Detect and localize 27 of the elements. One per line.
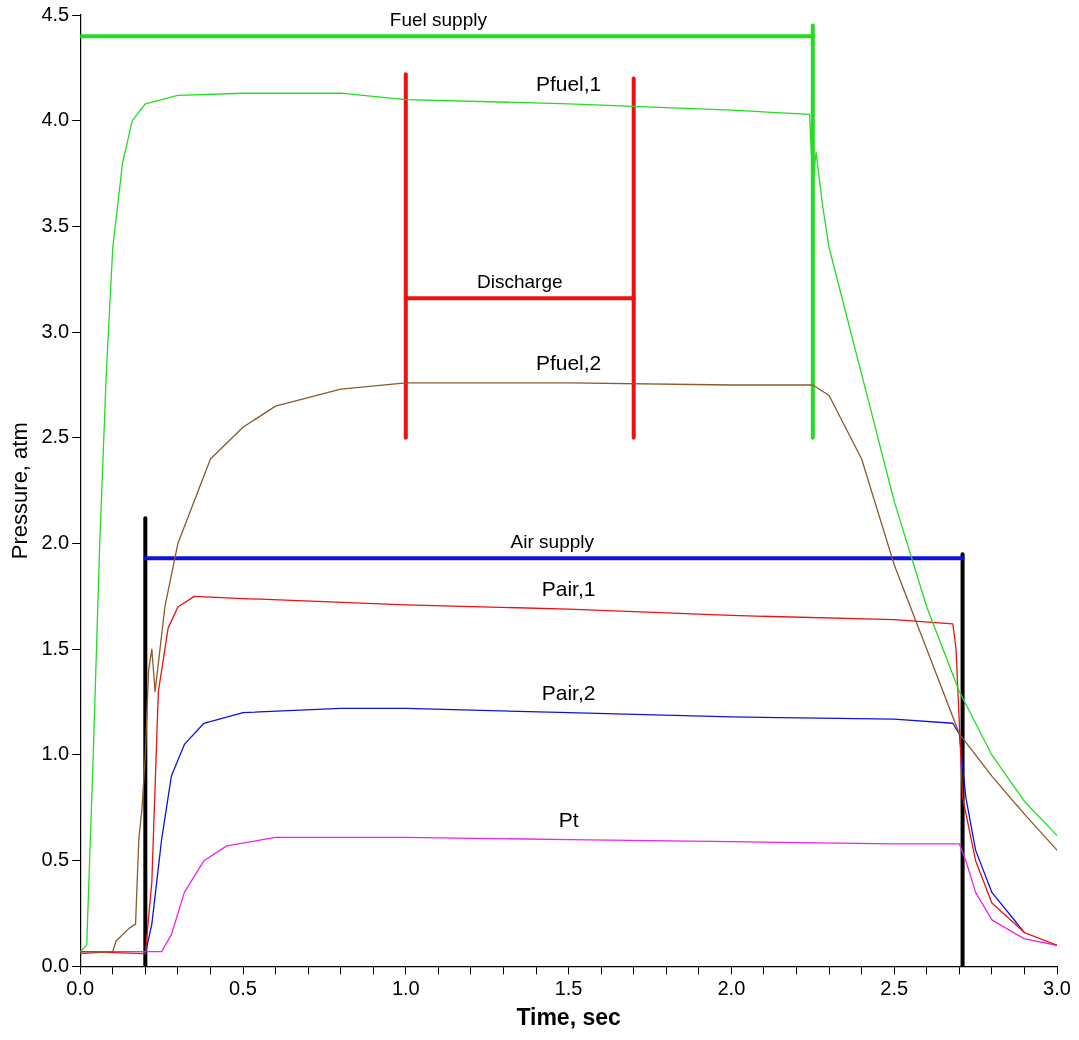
series-label: Pt: [558, 807, 579, 831]
y-tick-label: 0.5: [41, 848, 70, 871]
x-tick-label: 3.0: [1043, 976, 1071, 999]
annotation: Discharge: [476, 271, 563, 293]
series-label: Pfuel,1: [535, 72, 602, 96]
annotation: Fuel supply: [389, 8, 488, 30]
series-label: Pair,1: [541, 577, 596, 601]
annotation: Air supply: [510, 531, 595, 553]
x-tick-label: 2.0: [717, 976, 746, 999]
y-tick-label: 4.0: [41, 108, 70, 131]
y-tick-label: 1.5: [41, 636, 70, 659]
x-tick-label: 0.0: [66, 976, 95, 999]
y-tick-label: 0.0: [41, 953, 70, 976]
y-tick-label: 2.0: [41, 531, 70, 554]
series-label: Pair,2: [541, 680, 596, 704]
y-axis-title: Pressure, atm: [7, 422, 33, 560]
y-tick-label: 3.5: [41, 213, 70, 236]
y-tick-label: 3.0: [41, 319, 70, 342]
x-tick-label: 1.5: [554, 976, 583, 999]
x-axis-title: Time, sec: [516, 1003, 622, 1030]
y-tick-label: 1.0: [41, 742, 70, 765]
x-tick-label: 2.5: [880, 976, 909, 999]
x-tick-label: 1.0: [391, 976, 420, 999]
x-tick-label: 0.5: [229, 976, 257, 999]
y-tick-label: 2.5: [41, 425, 70, 448]
series-label: Pfuel,2: [535, 351, 602, 375]
y-tick-label: 4.5: [41, 2, 70, 25]
